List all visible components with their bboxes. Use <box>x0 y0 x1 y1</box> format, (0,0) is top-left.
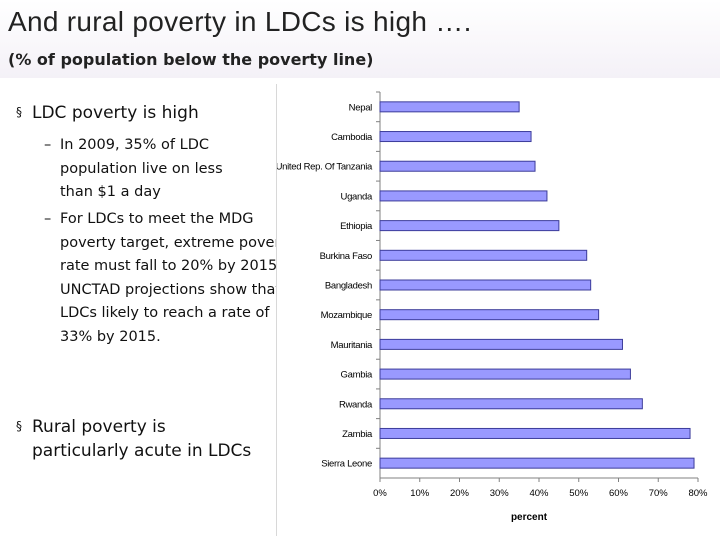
bullet-text: LDC poverty is high <box>32 103 199 123</box>
poverty-bar-chart: Nepal Cambodia United Rep. Of Tanzania Ugan… <box>276 91 708 523</box>
category-label: United Rep. Of Tanzania <box>277 162 373 173</box>
x-tick-label: 40% <box>529 488 549 499</box>
bullet-marker-icon: § <box>16 419 22 433</box>
x-tick-label: 70% <box>649 488 669 499</box>
sub-bullet-2009: – In 2009, 35% of LDC population live on … <box>44 134 260 205</box>
bullet-rural-poverty: § Rural poverty is particularly acute in … <box>16 414 254 463</box>
bullet-marker-icon: § <box>16 105 22 119</box>
dash-marker-icon: – <box>44 211 52 227</box>
category-label: Rwanda <box>339 399 373 410</box>
x-tick-label: 30% <box>490 488 510 499</box>
dash-marker-icon: – <box>44 137 52 153</box>
x-tick-label: 50% <box>569 488 589 499</box>
bar-burkina-faso <box>379 249 588 261</box>
category-label: Uganda <box>341 191 373 202</box>
x-axis-title: percent <box>511 512 548 523</box>
bar-mauritania <box>379 338 623 350</box>
category-label: Nepal <box>349 102 373 113</box>
bar-rwanda <box>379 398 643 410</box>
x-tick-label: 20% <box>450 488 470 499</box>
slide-title: And rural poverty in LDCs is high …. <box>8 6 472 37</box>
category-label: Ethiopia <box>340 221 373 232</box>
category-label: Gambia <box>341 370 373 381</box>
bar-nepal <box>379 101 520 113</box>
category-label: Mauritania <box>331 340 373 351</box>
sub-bullet-mdg-target: – For LDCs to meet the MDG poverty target… <box>44 208 296 349</box>
x-tick-label: 80% <box>688 488 708 499</box>
bar-mozambique <box>379 309 600 321</box>
chart-panel: Nepal Cambodia United Rep. Of Tanzania Ugan… <box>276 84 713 536</box>
category-label: Sierra Leone <box>321 459 372 470</box>
x-tick-label: 10% <box>410 488 430 499</box>
x-tick-label: 0% <box>373 488 387 499</box>
category-label: Mozambique <box>321 310 372 321</box>
bullet-ldc-poverty: § LDC poverty is high <box>16 100 294 125</box>
bar-ethiopia <box>379 220 560 232</box>
slide-header: And rural poverty in LDCs is high …. (% … <box>0 0 720 78</box>
sub-bullet-text: In 2009, 35% of LDC population live on l… <box>60 137 223 200</box>
category-label: Burkina Faso <box>320 251 372 262</box>
bar-united-rep-of-tanzania <box>379 160 536 172</box>
category-label: Cambodia <box>331 132 373 143</box>
bullet-text: Rural poverty is particularly acute in L… <box>32 417 252 461</box>
bar-uganda <box>379 190 548 202</box>
category-label: Bangladesh <box>325 281 372 292</box>
category-label: Zambia <box>342 429 373 440</box>
bar-sierra-leone <box>379 457 695 469</box>
bar-gambia <box>379 368 631 380</box>
bar-zambia <box>379 427 691 439</box>
slide-subtitle: (% of population below the poverty line) <box>8 50 374 69</box>
bar-cambodia <box>379 131 532 143</box>
sub-bullet-text: For LDCs to meet the MDG poverty target,… <box>60 211 295 345</box>
x-tick-label: 60% <box>609 488 629 499</box>
bar-bangladesh <box>379 279 592 291</box>
